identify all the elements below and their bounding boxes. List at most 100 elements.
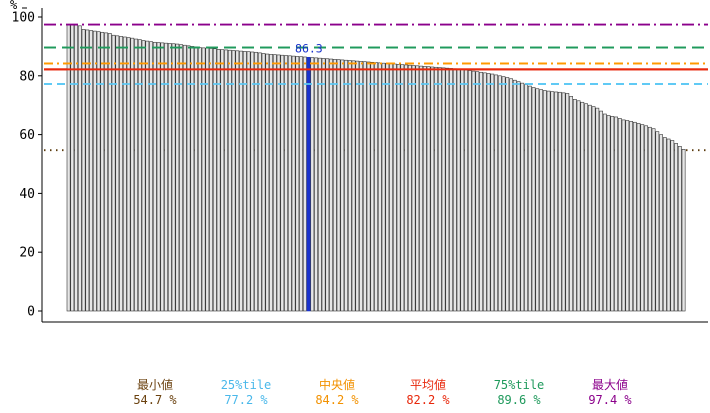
- bars: [66, 24, 686, 312]
- bar: [186, 45, 191, 312]
- bar: [96, 31, 101, 312]
- bar: [542, 90, 547, 312]
- bar: [539, 89, 543, 312]
- bar: [111, 34, 116, 312]
- bar: [239, 50, 243, 312]
- bar: [404, 64, 408, 312]
- bar: [141, 40, 146, 312]
- bar: [81, 29, 86, 312]
- bar: [520, 82, 525, 312]
- bar: [460, 69, 465, 312]
- legend-item-max: 最大値 97.4 %: [553, 376, 645, 410]
- legend-item-min: 最小値 54.7 %: [98, 376, 190, 410]
- bar: [452, 68, 457, 312]
- bar: [610, 116, 615, 312]
- bar: [554, 91, 558, 312]
- bar: [490, 73, 495, 312]
- bar: [201, 47, 206, 312]
- bar: [415, 65, 420, 312]
- bar: [362, 61, 367, 312]
- bar: [381, 62, 386, 312]
- bar: [580, 101, 585, 312]
- bar: [621, 119, 626, 312]
- legend-item-p75: 75%tile 89.6 %: [462, 376, 554, 410]
- legend-value-mean: 82.2 %: [406, 393, 450, 407]
- bar: [115, 35, 120, 312]
- bar: [92, 30, 97, 312]
- y-unit-label: %: [10, 0, 18, 12]
- bar: [257, 52, 262, 312]
- bar: [625, 120, 630, 312]
- bar: [261, 53, 266, 312]
- legend-item-mean: 平均値 82.2 %: [371, 376, 463, 410]
- bar: [411, 65, 416, 312]
- bar-highlighted: [306, 56, 311, 312]
- bar: [632, 121, 637, 312]
- bar: [104, 32, 108, 312]
- bar: [359, 61, 363, 312]
- bar: [531, 87, 536, 312]
- bar: [456, 68, 461, 312]
- bar: [400, 64, 405, 312]
- bar: [591, 106, 596, 312]
- bar: [512, 79, 517, 312]
- bar: [231, 50, 236, 312]
- y-tick-label: 100: [12, 11, 35, 26]
- y-tick-label: 40: [19, 187, 35, 202]
- bar: [602, 113, 607, 312]
- bar: [284, 55, 288, 312]
- bar: [662, 137, 667, 312]
- bar: [524, 84, 528, 312]
- legend-name-max: 最大値: [591, 378, 628, 392]
- bar: [374, 62, 378, 312]
- bar: [160, 42, 165, 312]
- legend-value-min: 54.7 %: [133, 393, 177, 407]
- bar: [614, 116, 618, 312]
- bar: [182, 44, 187, 312]
- bar: [329, 58, 333, 312]
- bar: [246, 51, 251, 312]
- bar: [527, 85, 532, 312]
- bar: [659, 134, 663, 312]
- bar: [666, 138, 671, 312]
- bar: [505, 77, 510, 312]
- bar: [212, 48, 217, 312]
- legend-name-median: 中央値: [318, 378, 355, 392]
- bar: [149, 41, 153, 312]
- bar: [122, 36, 127, 312]
- bar: [681, 149, 686, 312]
- bar: [606, 115, 611, 312]
- bar: [265, 53, 270, 312]
- bar: [677, 146, 682, 312]
- bar: [317, 57, 322, 312]
- bar: [216, 49, 221, 312]
- bar: [291, 55, 296, 312]
- y-tick-label: 60: [19, 128, 35, 143]
- bar: [482, 72, 487, 312]
- bar: [332, 59, 337, 312]
- bar: [651, 128, 656, 312]
- legend-value-p75: 89.6 %: [497, 393, 541, 407]
- bar: [340, 59, 345, 312]
- bar: [655, 131, 660, 312]
- bar: [449, 68, 453, 312]
- bar: [670, 140, 675, 312]
- bar: [561, 92, 566, 312]
- bar: [74, 24, 78, 312]
- legend-name-p75: 75%tile: [493, 378, 545, 392]
- bar: [89, 30, 93, 312]
- bar: [355, 60, 360, 312]
- bar: [419, 65, 423, 312]
- bar-chart: % 0 20 40 60 80 100 86.3: [10, 0, 708, 323]
- bar: [569, 96, 573, 312]
- bar: [396, 64, 401, 312]
- legend-name-min: 最小値: [136, 378, 173, 392]
- bar: [164, 42, 168, 312]
- bar: [509, 78, 513, 312]
- bar: [145, 40, 150, 312]
- bar: [595, 107, 600, 312]
- bar: [557, 91, 562, 312]
- bar: [295, 56, 300, 312]
- bar: [584, 103, 588, 312]
- bar: [276, 54, 281, 312]
